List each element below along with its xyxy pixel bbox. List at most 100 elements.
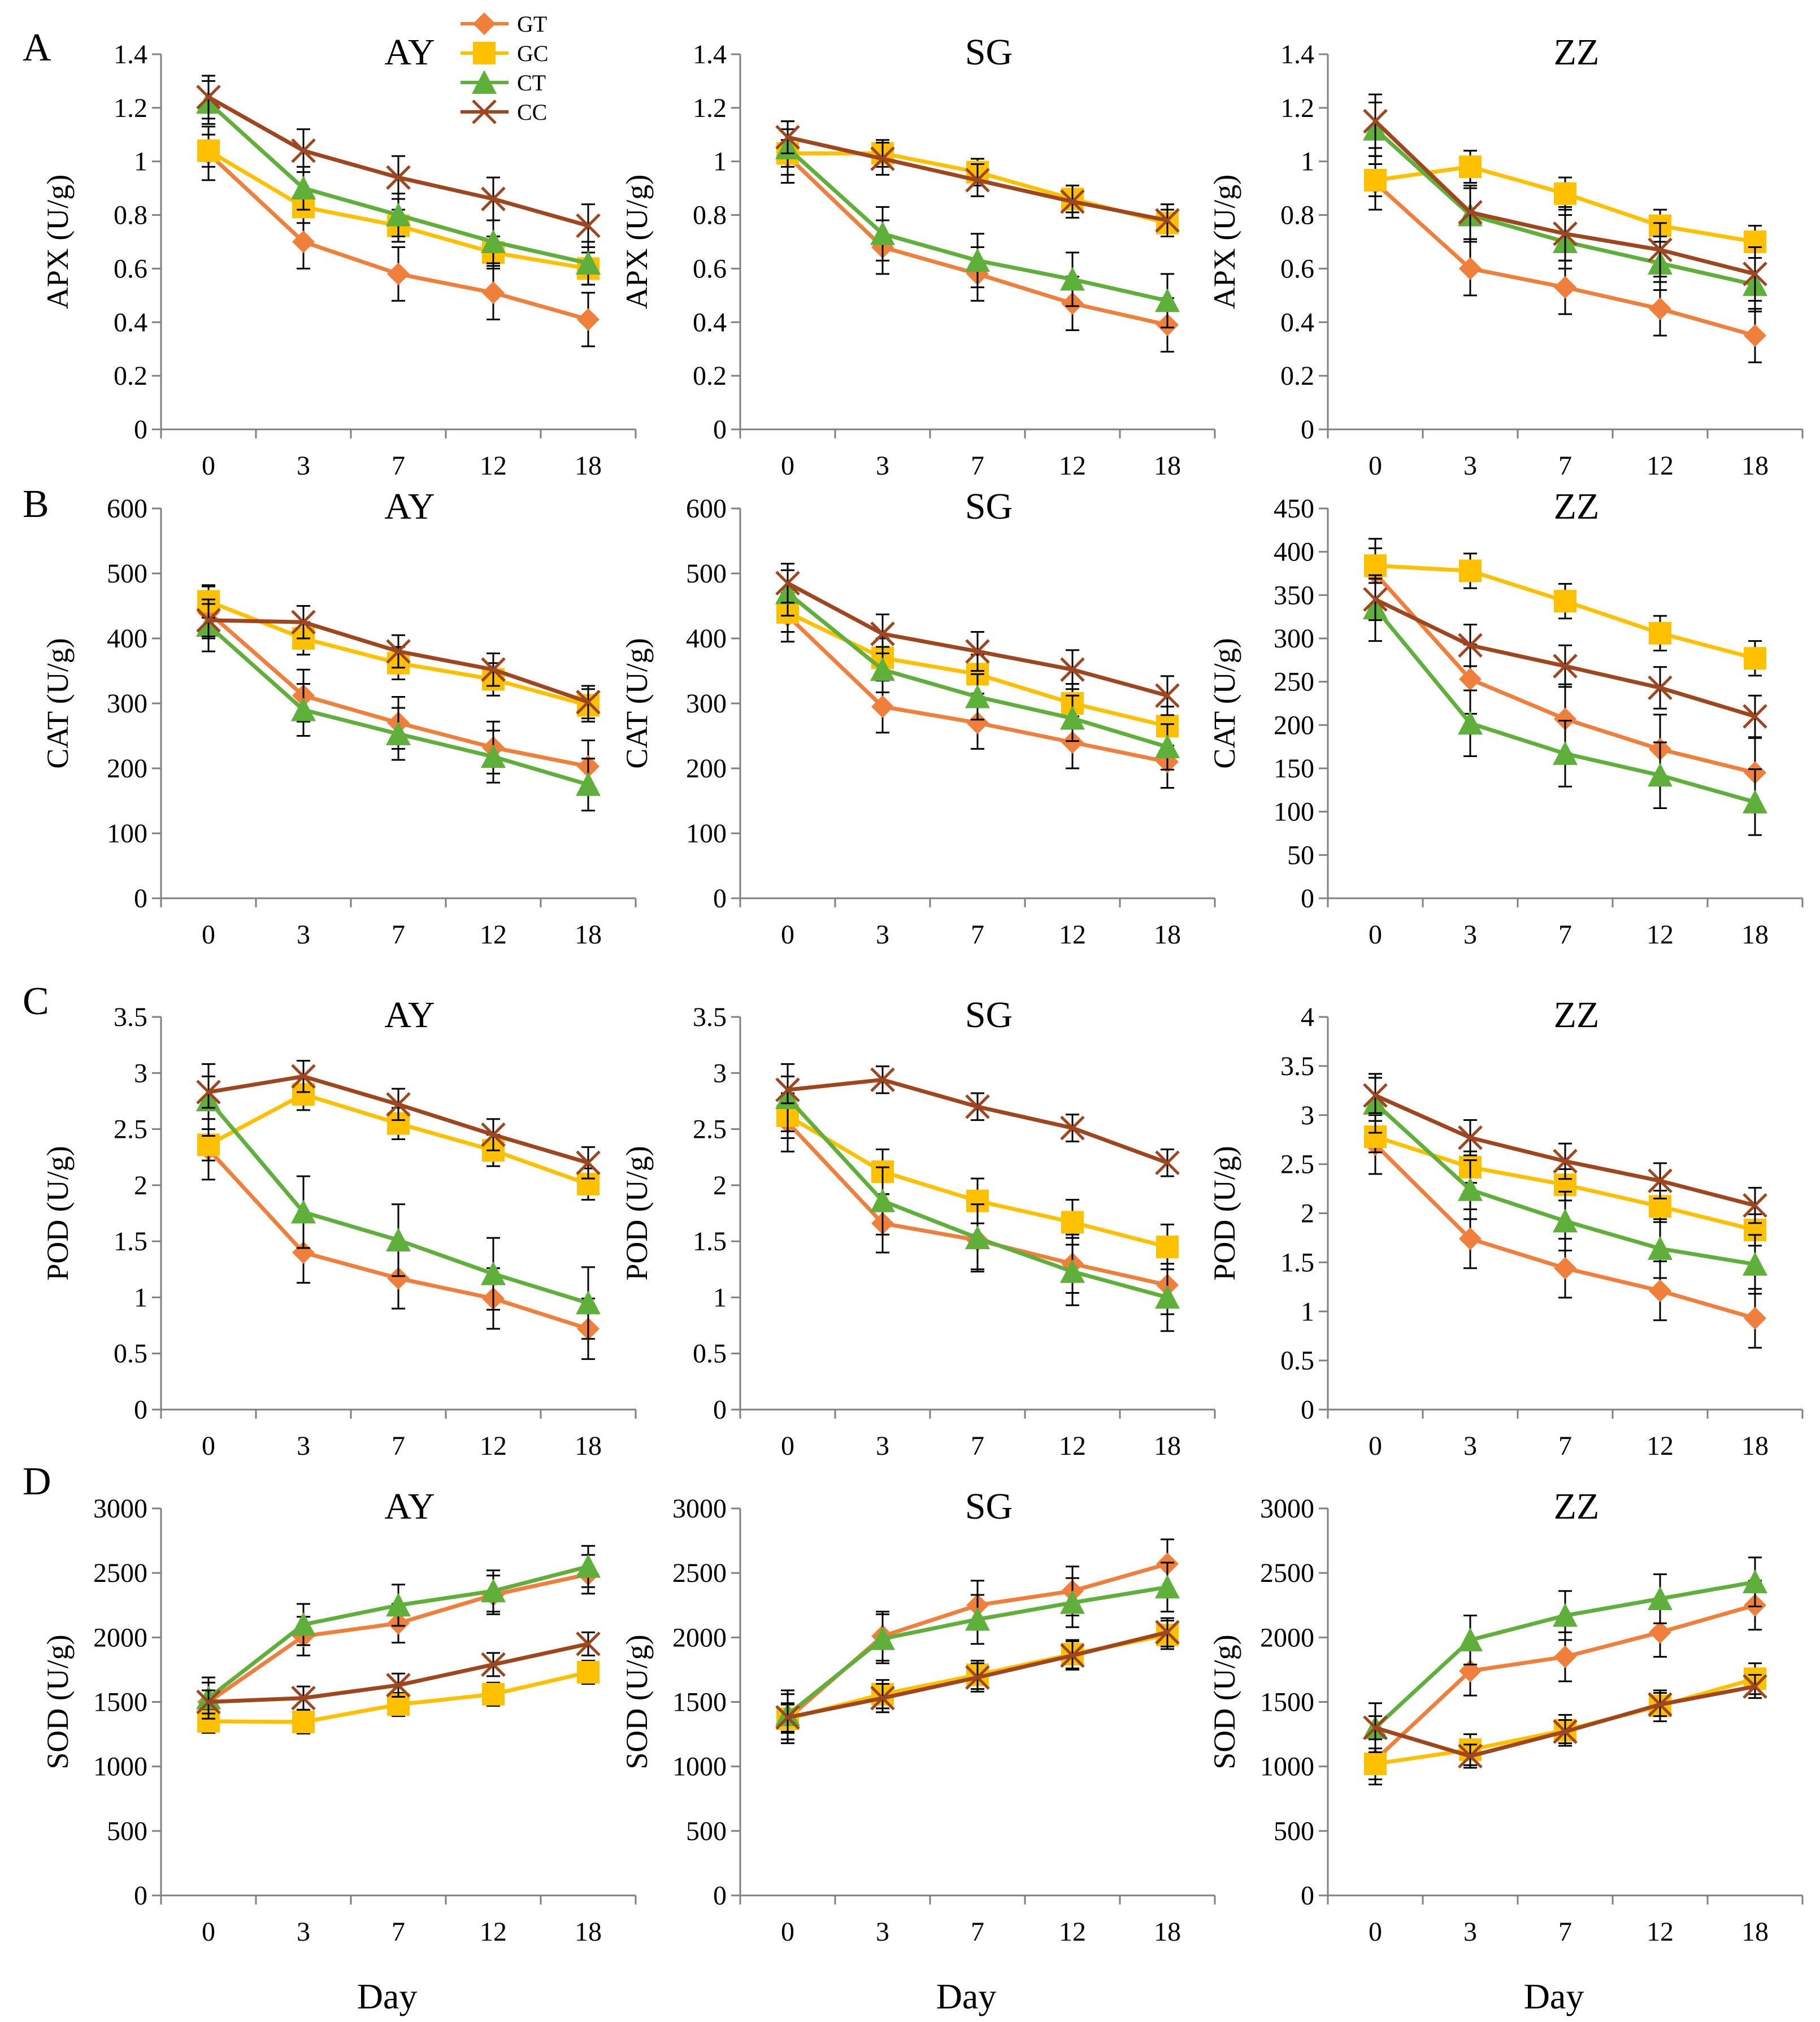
- y-tick-label: 2500: [672, 1558, 727, 1588]
- series-CC: [196, 75, 601, 248]
- data-point: [1743, 1674, 1767, 1699]
- x-tick-label: 3: [876, 1431, 889, 1461]
- x-tick-label: 3: [297, 920, 310, 950]
- legend-item-GC: GC: [461, 41, 549, 66]
- panel-title: SG: [965, 32, 1013, 73]
- data-point: [1155, 1575, 1180, 1599]
- panel-title: AY: [384, 32, 435, 73]
- data-point: [577, 308, 600, 331]
- series-GT: [197, 125, 600, 347]
- x-tick-label: 12: [1059, 920, 1086, 950]
- x-tick-label: 3: [1463, 1917, 1477, 1947]
- y-tick-label: 200: [686, 754, 727, 784]
- legend-marker: [473, 42, 496, 64]
- y-tick-label: 3: [134, 1058, 147, 1088]
- data-point: [1553, 741, 1578, 765]
- data-point: [1553, 1603, 1578, 1627]
- x-tick-label: 3: [876, 1917, 889, 1947]
- data-point: [965, 248, 990, 272]
- x-tick-label: 12: [1647, 1917, 1674, 1947]
- data-point: [386, 1092, 411, 1117]
- data-point: [1061, 731, 1084, 754]
- y-tick-label: 600: [686, 494, 727, 524]
- y-tick-label: 1: [134, 1282, 147, 1312]
- data-point: [1155, 683, 1180, 708]
- panel-C-ZZ: 0 0.5 1 1.5 2 2.5 3 3.5 4 0 3 7 12 18 ZZ POD (U/g): [1207, 994, 1804, 1461]
- x-tick-label: 7: [971, 451, 984, 481]
- x-tick-label: 7: [971, 920, 984, 950]
- data-point: [870, 621, 895, 646]
- data-point: [870, 221, 895, 245]
- data-point: [1743, 1251, 1767, 1276]
- data-point: [1554, 182, 1576, 205]
- data-point: [1459, 1227, 1482, 1250]
- x-axis-title: Day: [1524, 1976, 1584, 2016]
- y-tick-label: 3000: [672, 1494, 727, 1524]
- y-tick-label: 500: [107, 1816, 147, 1846]
- y-tick-label: 0: [713, 1395, 727, 1425]
- x-tick-label: 18: [1154, 920, 1181, 950]
- x-tick-label: 12: [480, 920, 507, 950]
- y-tick-label: 1.2: [114, 93, 147, 123]
- y-tick-label: 1.2: [1280, 93, 1314, 123]
- y-axis-label: CAT (U/g): [620, 638, 654, 769]
- panel-A-ZZ: 0 0.2 0.4 0.6 0.8 1 1.2 1.4 0 3 7 12 18 ZZ APX (U/g): [1207, 32, 1804, 481]
- data-point: [1364, 554, 1387, 577]
- data-point: [870, 1626, 895, 1650]
- series-CT: [1363, 574, 1767, 836]
- y-tick-label: 200: [107, 754, 147, 784]
- y-tick-label: 1: [713, 1282, 727, 1312]
- y-tick-label: 150: [1274, 754, 1314, 784]
- data-point: [1155, 288, 1180, 312]
- data-point: [775, 571, 800, 596]
- data-point: [482, 281, 505, 305]
- data-point: [1744, 1307, 1766, 1330]
- y-tick-label: 0.5: [114, 1339, 147, 1369]
- x-tick-label: 0: [202, 1431, 215, 1461]
- x-tick-label: 0: [1369, 1431, 1382, 1461]
- data-point: [1649, 621, 1671, 645]
- y-tick-label: 500: [686, 559, 727, 589]
- data-point: [1363, 1083, 1388, 1108]
- x-tick-label: 18: [575, 451, 602, 481]
- data-point: [1743, 262, 1767, 286]
- series-CC: [1363, 1674, 1767, 1769]
- data-point: [1648, 237, 1673, 262]
- x-tick-label: 18: [1154, 1431, 1181, 1461]
- y-tick-label: 0: [1301, 415, 1314, 445]
- y-tick-label: 350: [1274, 580, 1314, 610]
- x-axis-title: Day: [357, 1976, 418, 2016]
- x-tick-label: 12: [480, 451, 507, 481]
- x-tick-label: 18: [575, 1431, 602, 1461]
- x-tick-label: 12: [1647, 1431, 1674, 1461]
- data-point: [292, 231, 315, 253]
- y-tick-label: 2: [713, 1171, 727, 1201]
- data-point: [481, 186, 506, 211]
- x-tick-label: 3: [297, 1917, 310, 1947]
- x-tick-label: 7: [971, 1917, 984, 1947]
- data-point: [387, 262, 410, 285]
- data-point: [481, 657, 506, 682]
- data-point: [1155, 1285, 1180, 1309]
- panel-D-ZZ: 0 500 1000 1500 2000 2500 3000 0 3 7 12 18 ZZ SOD (U/…: [1207, 1486, 1804, 2016]
- data-point: [197, 139, 220, 162]
- y-tick-label: 2.5: [1280, 1150, 1314, 1180]
- legend-label: CT: [517, 70, 546, 95]
- y-tick-label: 1: [1301, 1297, 1314, 1327]
- y-tick-label: 2000: [1260, 1623, 1314, 1653]
- data-point: [1649, 1279, 1671, 1302]
- data-point: [965, 1094, 990, 1119]
- data-point: [1648, 763, 1673, 787]
- data-point: [1648, 1692, 1673, 1717]
- data-point: [1458, 633, 1483, 658]
- y-tick-label: 0.2: [1280, 361, 1314, 391]
- y-tick-label: 250: [1274, 667, 1314, 697]
- y-tick-label: 3.5: [114, 1002, 147, 1032]
- data-point: [1363, 108, 1388, 134]
- panel-C-AY: 0 0.5 1 1.5 2 2.5 3 3.5 0 3 7 12 18 AY POD (U/g): [41, 994, 637, 1461]
- series-CC: [196, 1631, 601, 1715]
- series-CC: [775, 120, 1180, 238]
- panel-B-AY: 0 100 200 300 400 500 600 0 3 7 12 18 AY CAT (U/g): [41, 486, 637, 950]
- data-point: [870, 1188, 895, 1212]
- x-tick-label: 0: [781, 451, 794, 481]
